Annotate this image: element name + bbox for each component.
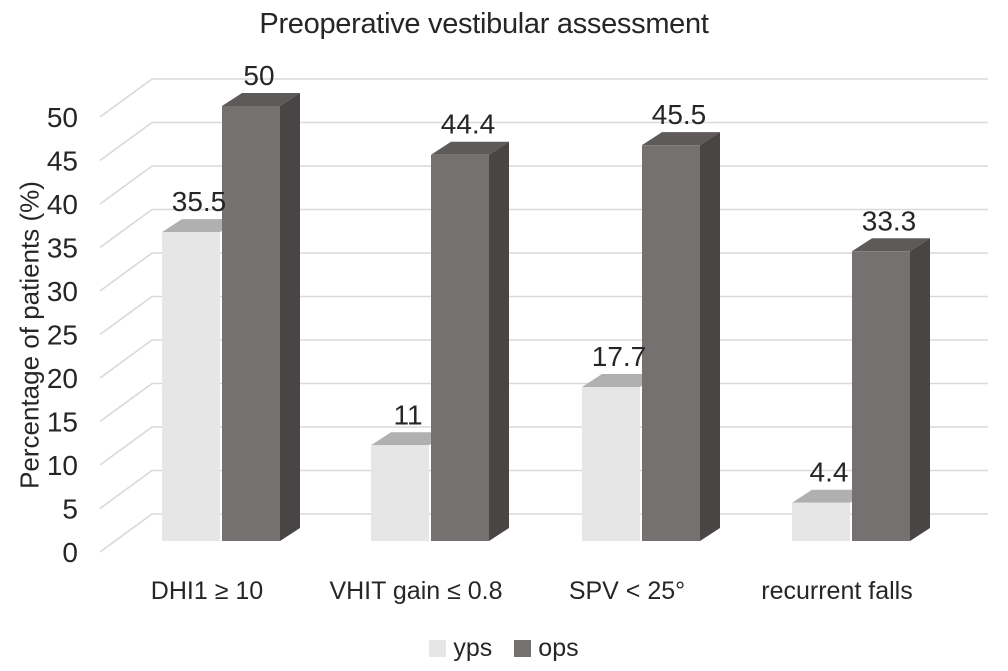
y-tick-label: 30 [47,276,78,307]
data-label-yps: 17.7 [592,341,647,372]
bar-top-ops [222,93,300,106]
legend-label-ops: ops [538,633,579,662]
bar-ops-2 [642,145,700,541]
bar-yps-0 [162,232,220,541]
bar-top-ops [852,238,930,252]
legend-swatch-yps [429,639,447,657]
y-tick-label: 25 [47,320,78,351]
gridline [99,121,988,162]
category-label: DHI1 ≥ 10 [151,577,263,605]
bar-ops-3 [852,251,910,542]
y-tick-label: 45 [47,146,78,177]
y-tick-label: 40 [47,189,78,220]
bar-ops-0 [222,106,280,541]
data-label-yps: 11 [393,399,422,430]
bar-yps-3 [792,502,850,541]
bar-ops-1 [431,154,489,541]
category-label: VHIT gain ≤ 0.8 [329,577,502,605]
bar-top-yps [371,432,449,446]
bar-side-ops [700,132,720,541]
bar-side-ops [910,238,930,542]
y-tick-label: 5 [62,494,78,525]
bar-top-yps [582,374,660,388]
bar-side-ops [489,141,509,541]
data-label-ops: 33.3 [862,205,917,236]
y-tick-label: 10 [47,450,78,481]
legend-item-yps: yps [429,634,492,663]
y-tick-label: 0 [62,537,78,568]
data-label-yps: 4.4 [810,457,849,488]
y-tick-label: 20 [47,363,78,394]
bar-side-ops [280,93,300,541]
legend: yps ops [0,633,1008,663]
category-label: SPV < 25° [569,577,685,605]
bar-yps-1 [371,445,429,541]
gridline [99,78,988,118]
data-label-ops: 50 [243,60,274,91]
bar-top-ops [431,141,509,155]
data-label-yps: 35.5 [172,186,227,217]
legend-swatch-ops [514,639,532,657]
legend-label-yps: yps [453,633,493,662]
data-label-ops: 45.5 [652,99,707,130]
bar-top-yps [162,219,240,233]
y-tick-label: 35 [47,233,78,264]
bar-top-yps [792,489,870,503]
legend-item-ops: ops [514,633,579,663]
bar-top-ops [642,132,720,146]
y-tick-label: 50 [47,102,78,133]
y-tick-label: 15 [47,407,78,438]
data-label-ops: 44.4 [441,109,496,140]
bar-yps-2 [582,387,640,541]
category-label: recurrent falls [761,577,912,605]
chart-title: Preoperative vestibular assessment [259,8,709,40]
